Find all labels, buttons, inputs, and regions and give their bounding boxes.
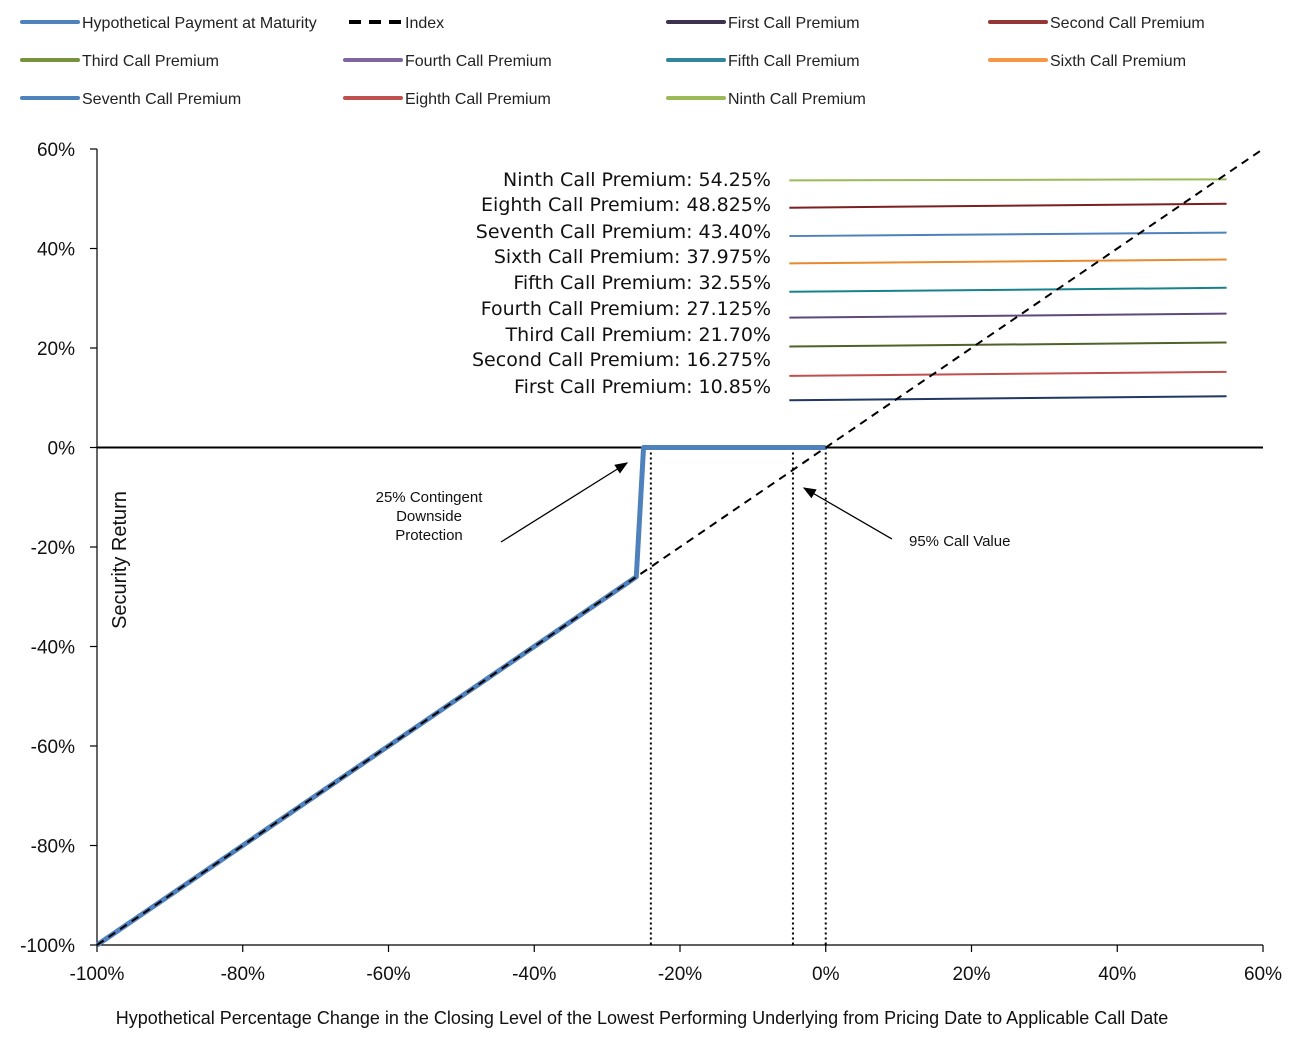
premium-label: Ninth Call Premium: 54.25%	[503, 169, 771, 191]
call-premium-line	[789, 178, 1227, 182]
call-premium-line	[789, 370, 1227, 377]
legend-label: Index	[405, 15, 444, 32]
y-tick-label: -40%	[31, 638, 75, 659]
premium-label: First Call Premium: 10.85%	[514, 376, 771, 398]
x-tick-label: 20%	[952, 964, 990, 985]
y-tick-label: -20%	[31, 538, 75, 559]
call-premium-line	[789, 341, 1227, 348]
y-tick-label: 40%	[37, 240, 75, 261]
legend-label: Hypothetical Payment at Maturity	[82, 15, 317, 32]
y-axis-title: Security Return	[109, 491, 131, 629]
premium-label: Sixth Call Premium: 37.975%	[494, 246, 771, 268]
legend-label: Third Call Premium	[82, 53, 219, 70]
x-tick-label: 40%	[1098, 964, 1136, 985]
x-tick-label: -60%	[366, 964, 410, 985]
legend-label: Ninth Call Premium	[728, 91, 866, 108]
legend-label: Fourth Call Premium	[405, 53, 552, 70]
x-tick-label: -20%	[658, 964, 702, 985]
legend-label: Sixth Call Premium	[1050, 53, 1186, 70]
premium-label: Second Call Premium: 16.275%	[472, 349, 771, 371]
y-tick-label: 20%	[37, 339, 75, 360]
x-tick-label: 60%	[1244, 964, 1282, 985]
call-premium-line	[789, 286, 1227, 293]
legend-label: Eighth Call Premium	[405, 91, 551, 108]
legend-label: Seventh Call Premium	[82, 91, 241, 108]
annotation-call-value-arrow	[802, 487, 893, 540]
premium-label: Fifth Call Premium: 32.55%	[513, 272, 771, 294]
index-line	[96, 148, 1264, 946]
annotation-protection-text: 25% Contingent	[376, 489, 484, 506]
legend-label: Fifth Call Premium	[728, 53, 860, 70]
x-tick-label: -100%	[70, 964, 125, 985]
y-tick-label: -60%	[31, 737, 75, 758]
y-tick-label: -80%	[31, 837, 75, 858]
premium-label: Eighth Call Premium: 48.825%	[481, 194, 771, 216]
annotation-protection-arrow	[500, 462, 629, 543]
call-premium-line	[789, 258, 1227, 265]
x-axis-title: Hypothetical Percentage Change in the Cl…	[116, 1008, 1169, 1028]
x-tick-label: 0%	[812, 964, 840, 985]
legend-label: First Call Premium	[728, 15, 860, 32]
premium-label: Third Call Premium: 21.70%	[505, 324, 771, 346]
call-premium-line	[789, 395, 1227, 402]
legend-label: Second Call Premium	[1050, 15, 1205, 32]
x-tick-label: -80%	[221, 964, 265, 985]
y-tick-label: 60%	[37, 140, 75, 161]
annotation-call-value-text: 95% Call Value	[909, 533, 1010, 550]
y-tick-label: -100%	[20, 936, 75, 957]
premium-label: Fourth Call Premium: 27.125%	[481, 298, 771, 320]
x-tick-label: -40%	[512, 964, 556, 985]
premium-label: Seventh Call Premium: 43.40%	[476, 221, 771, 243]
call-premium-line	[789, 202, 1227, 209]
y-tick-label: 0%	[48, 439, 76, 460]
call-premium-line	[789, 312, 1227, 319]
annotation-protection-text: Protection	[395, 527, 463, 544]
call-premium-line	[789, 231, 1227, 238]
annotation-protection-text: Downside	[396, 508, 462, 525]
